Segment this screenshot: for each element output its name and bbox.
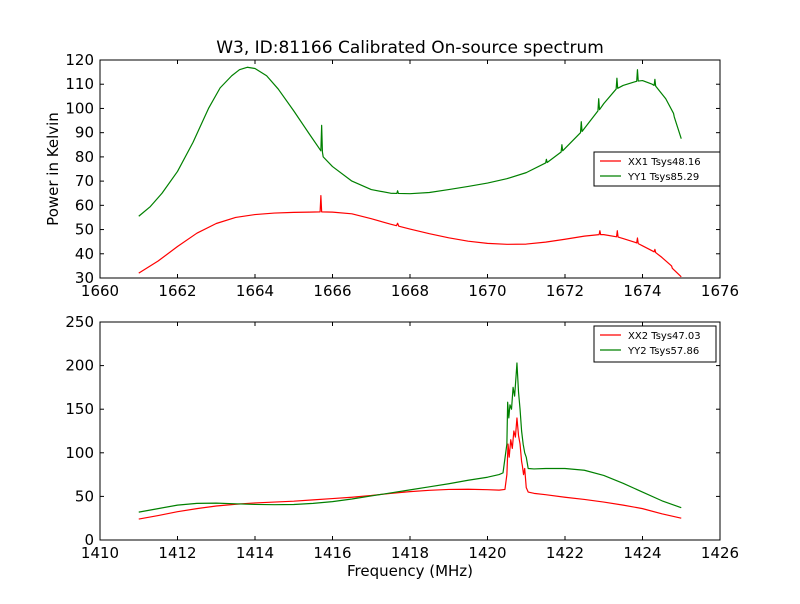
x-tick-label: 1420 [468,544,506,562]
y-tick-label: 150 [65,400,94,418]
legend-label: YY1 Tsys85.29 [627,172,699,183]
y-tick-label: 40 [75,245,94,263]
y-tick-label: 110 [65,75,94,93]
x-tick-label: 1666 [313,282,351,300]
x-tick-label: 1672 [546,282,584,300]
x-tick-label: 1416 [313,544,351,562]
series-line-yy2 [138,362,682,513]
x-tick-label: 1660 [81,282,119,300]
y-tick-label: 50 [75,221,94,239]
y-tick-label: 60 [75,196,94,214]
series-line-yy1 [138,66,682,217]
legend-label: YY2 Tsys57.86 [627,346,699,357]
x-tick-label: 1668 [391,282,429,300]
series-line-xx2 [138,417,682,520]
y-tick-label: 100 [65,99,94,117]
y-tick-label: 200 [65,357,94,375]
y-axis-label: Power in Kelvin [44,112,62,226]
legend: XX2 Tsys47.03 YY2 Tsys57.86 [593,325,717,363]
y-tick-label: 0 [84,531,94,549]
x-tick-label: 1422 [546,544,584,562]
y-tick-label: 80 [75,148,94,166]
y-tick-label: 70 [75,172,94,190]
x-tick-label: 1424 [623,544,661,562]
panel-1: 1660 1662 1664 1666 1668 1670 1672 1674 1676 30 40… [44,38,739,300]
x-tick-label: 1676 [701,282,739,300]
x-tick-label: 1414 [236,544,274,562]
panel-2: 1410 1412 1414 1416 1418 1420 1422 1424 1426 0 50 1… [65,313,739,580]
y-tick-label: 90 [75,124,94,142]
y-tick-label: 120 [65,51,94,69]
legend: XX1 Tsys48.16 YY1 Tsys85.29 [593,151,721,187]
x-tick-label: 1426 [701,544,739,562]
y-tick-label: 30 [75,269,94,287]
x-tick-label: 1418 [391,544,429,562]
x-axis-label: Frequency (MHz) [347,562,473,580]
x-tick-label: 1674 [623,282,661,300]
legend-label: XX1 Tsys48.16 [628,157,701,168]
x-tick-label: 1410 [81,544,119,562]
legend-box [593,151,721,187]
x-tick-label: 1664 [236,282,274,300]
series-line-xx1 [138,195,682,278]
legend-box [593,325,717,363]
chart-title: W3, ID:81166 Calibrated On-source spectr… [216,38,604,58]
x-tick-label: 1670 [468,282,506,300]
legend-label: XX2 Tsys47.03 [628,331,701,342]
y-tick-label: 250 [65,313,94,331]
x-tick-label: 1412 [158,544,196,562]
y-tick-label: 50 [75,487,94,505]
y-tick-label: 100 [65,444,94,462]
x-tick-label: 1662 [158,282,196,300]
